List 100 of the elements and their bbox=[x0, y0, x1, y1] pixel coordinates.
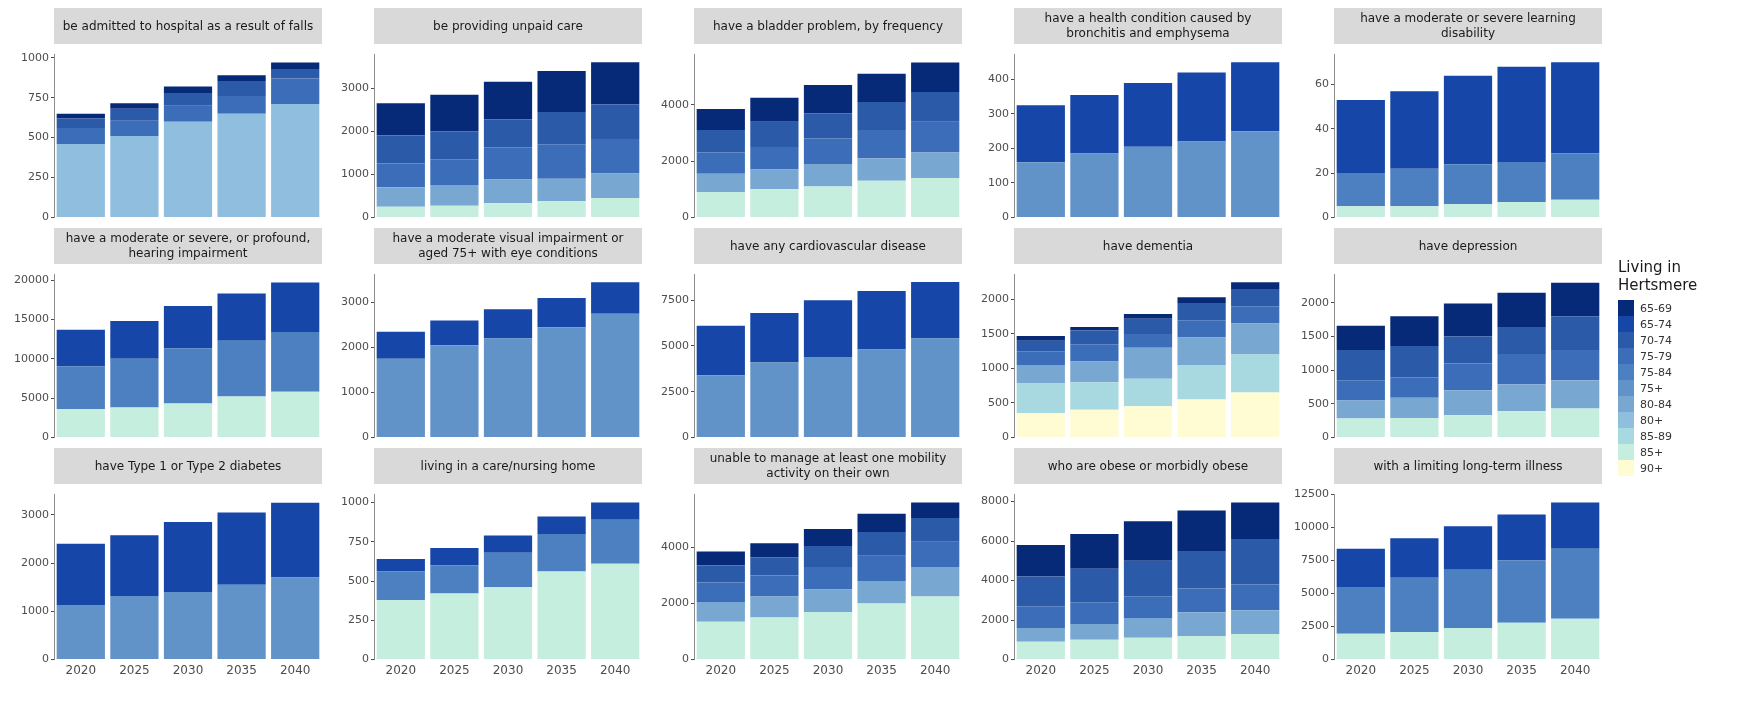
bar bbox=[1390, 91, 1439, 169]
bar bbox=[750, 557, 799, 576]
y-tick-label: 1000 bbox=[21, 604, 49, 618]
bar bbox=[1231, 539, 1280, 585]
bar bbox=[110, 108, 159, 121]
bar bbox=[1336, 349, 1385, 381]
bar bbox=[1231, 62, 1280, 132]
bar bbox=[1336, 418, 1385, 437]
bar bbox=[56, 605, 105, 660]
bar bbox=[110, 120, 159, 136]
bar bbox=[1016, 606, 1065, 628]
chart-title: be providing unpaid care bbox=[374, 8, 642, 44]
y-tick-label: 0 bbox=[42, 430, 49, 444]
bar bbox=[1231, 323, 1280, 355]
legend-label: 80-84 bbox=[1640, 397, 1672, 411]
y-tick-label: 500 bbox=[988, 395, 1009, 409]
x-tick-label: 2040 bbox=[1559, 662, 1591, 677]
bar bbox=[803, 138, 853, 164]
y-tick-label: 1500 bbox=[981, 326, 1009, 340]
bar bbox=[1177, 588, 1226, 613]
x-tick-label: 2040 bbox=[279, 662, 311, 677]
x-tick-label: 2020 bbox=[65, 662, 97, 677]
bar bbox=[1390, 577, 1439, 632]
bar bbox=[430, 159, 479, 186]
bar bbox=[1390, 397, 1439, 418]
bar bbox=[1123, 637, 1173, 660]
y-tick-label: 0 bbox=[1322, 430, 1329, 444]
bar bbox=[1177, 297, 1226, 303]
x-tick-label: 2040 bbox=[919, 662, 951, 677]
y-tick-label: 0 bbox=[1002, 430, 1009, 444]
bar bbox=[1443, 164, 1493, 205]
bar bbox=[217, 113, 266, 217]
bar bbox=[1123, 146, 1173, 217]
y-tick-label: 1000 bbox=[21, 50, 49, 64]
bar bbox=[1443, 303, 1493, 337]
bar bbox=[376, 103, 425, 136]
bar bbox=[271, 282, 320, 333]
bar bbox=[1177, 635, 1226, 660]
bar bbox=[1016, 413, 1065, 437]
bar bbox=[110, 136, 159, 217]
bar bbox=[537, 533, 586, 572]
bar bbox=[1016, 351, 1065, 365]
bar bbox=[750, 169, 799, 190]
bar bbox=[591, 519, 640, 564]
bar bbox=[911, 121, 960, 153]
bar bbox=[1443, 204, 1493, 217]
bar bbox=[163, 592, 213, 660]
y-tick-label: 250 bbox=[348, 613, 369, 627]
bar bbox=[1497, 66, 1546, 163]
bar bbox=[591, 282, 640, 314]
y-tick-label: 2000 bbox=[341, 340, 369, 354]
bar bbox=[1070, 361, 1119, 383]
bar bbox=[857, 581, 906, 604]
x-tick-label: 2035 bbox=[1186, 662, 1217, 677]
bar bbox=[376, 331, 425, 359]
bar bbox=[1390, 345, 1439, 378]
bar bbox=[1016, 383, 1065, 414]
y-tick-label: 8000 bbox=[981, 494, 1009, 508]
y-tick-label: 7500 bbox=[1301, 553, 1329, 567]
bar bbox=[1390, 377, 1439, 398]
bar bbox=[1390, 168, 1439, 207]
x-tick-label: 2030 bbox=[492, 662, 524, 677]
y-tick-label: 1500 bbox=[1301, 329, 1329, 343]
bar bbox=[483, 552, 533, 588]
chart-title: have a moderate or severe, or profound, hearing impairment bbox=[54, 228, 322, 264]
bar bbox=[430, 593, 479, 660]
bar bbox=[1497, 514, 1546, 561]
bar bbox=[1497, 327, 1546, 354]
bar bbox=[1551, 349, 1600, 381]
bar bbox=[163, 348, 213, 404]
bar bbox=[1070, 568, 1119, 603]
bar bbox=[1390, 316, 1439, 346]
y-tick-label: 5000 bbox=[661, 338, 689, 352]
y-tick-label: 1000 bbox=[341, 167, 369, 181]
bar bbox=[483, 147, 533, 180]
bar bbox=[483, 119, 533, 148]
y-tick-label: 12500 bbox=[1294, 487, 1329, 501]
bar bbox=[483, 535, 533, 553]
x-tick-label: 2025 bbox=[119, 662, 150, 677]
bar bbox=[271, 68, 320, 79]
chart-title: unable to manage at least one mobility activity on their own bbox=[694, 448, 962, 484]
bar bbox=[163, 522, 213, 593]
bar bbox=[110, 103, 159, 109]
bar bbox=[1123, 318, 1173, 334]
bar bbox=[1177, 364, 1226, 400]
bar bbox=[56, 409, 105, 437]
bar bbox=[1177, 612, 1226, 636]
y-tick-label: 2000 bbox=[981, 292, 1009, 306]
bar bbox=[1231, 354, 1280, 393]
bar bbox=[537, 516, 586, 534]
bar bbox=[537, 178, 586, 202]
bar bbox=[1016, 364, 1065, 384]
y-tick-label: 1000 bbox=[1301, 362, 1329, 376]
y-tick-label: 2500 bbox=[1301, 619, 1329, 633]
bar bbox=[1231, 131, 1280, 217]
y-tick-label: 3000 bbox=[341, 81, 369, 95]
y-tick-label: 20 bbox=[1315, 165, 1329, 179]
x-tick-label: 2025 bbox=[1399, 662, 1430, 677]
bar bbox=[56, 543, 105, 606]
bar bbox=[1336, 400, 1385, 419]
